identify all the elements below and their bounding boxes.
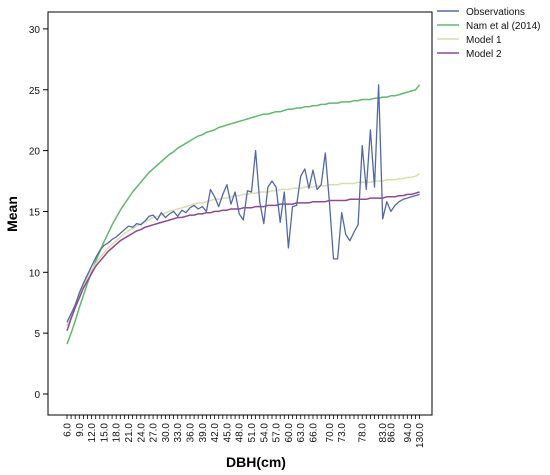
x-tick-label: 27.0 xyxy=(149,423,160,443)
x-tick-label: 30.0 xyxy=(161,423,172,443)
y-tick-label: 20 xyxy=(29,147,41,158)
y-axis: 0 5 10 15 20 25 30 xyxy=(29,25,48,401)
x-tick-label: 15.0 xyxy=(99,423,110,443)
x-tick-label: 54.0 xyxy=(259,423,270,443)
y-tick-label: 10 xyxy=(29,268,41,279)
series-line-model-1 xyxy=(66,173,420,327)
x-tick-label: 48.0 xyxy=(235,423,246,443)
y-tick-label: 15 xyxy=(29,207,41,218)
x-tick-label: 21.0 xyxy=(124,423,135,443)
series-line-nam-et-al-2014 xyxy=(66,84,421,345)
series-line-observations xyxy=(66,84,420,323)
plot-frame xyxy=(47,11,433,416)
x-axis-title: DBH(cm) xyxy=(226,454,286,470)
y-axis-title: Mean xyxy=(4,196,20,232)
series-layer xyxy=(66,84,421,345)
x-tick-label: 6.0 xyxy=(63,423,74,437)
x-tick-label: 60.0 xyxy=(284,423,295,443)
x-tick-label: 86.0 xyxy=(386,423,397,443)
x-tick-label: 130.0 xyxy=(415,423,426,448)
x-tick-label: 78.0 xyxy=(358,423,369,443)
y-tick-label: 5 xyxy=(34,329,40,340)
legend: Observations Nam et al (2014) Model 1 Model… xyxy=(437,7,540,60)
x-tick-label: 57.0 xyxy=(272,423,283,443)
x-tick-label: 12.0 xyxy=(87,423,98,443)
x-tick-label: 36.0 xyxy=(186,423,197,443)
y-tick-label: 0 xyxy=(34,390,40,401)
legend-label: Nam et al (2014) xyxy=(466,21,540,32)
series-line-model-2 xyxy=(66,191,420,331)
x-tick-label: 45.0 xyxy=(222,423,233,443)
x-axis: 6.0 9.0 12.0 15.0 18.0 21.0 24.0 27.0 30.0 33.0 36… xyxy=(63,415,426,448)
x-tick-label: 63.0 xyxy=(296,423,307,443)
x-tick-label: 9.0 xyxy=(75,423,86,437)
x-tick-label: 42.0 xyxy=(210,423,221,443)
x-tick-label: 24.0 xyxy=(136,423,147,443)
x-tick-label: 33.0 xyxy=(173,423,184,443)
x-tick-label: 94.0 xyxy=(403,423,414,443)
x-tick-label: 39.0 xyxy=(198,423,209,443)
x-tick-label: 18.0 xyxy=(112,423,123,443)
x-tick-label: 51.0 xyxy=(247,423,258,443)
y-tick-label: 30 xyxy=(29,25,41,36)
x-tick-label: 73.0 xyxy=(337,423,348,443)
x-tick-label: 66.0 xyxy=(309,423,320,443)
y-tick-label: 25 xyxy=(29,86,41,97)
legend-label: Model 1 xyxy=(466,35,502,46)
legend-label: Model 2 xyxy=(466,49,502,60)
x-tick-label: 83.0 xyxy=(378,423,389,443)
legend-label: Observations xyxy=(466,7,525,18)
x-tick-label: 70.0 xyxy=(325,423,336,443)
